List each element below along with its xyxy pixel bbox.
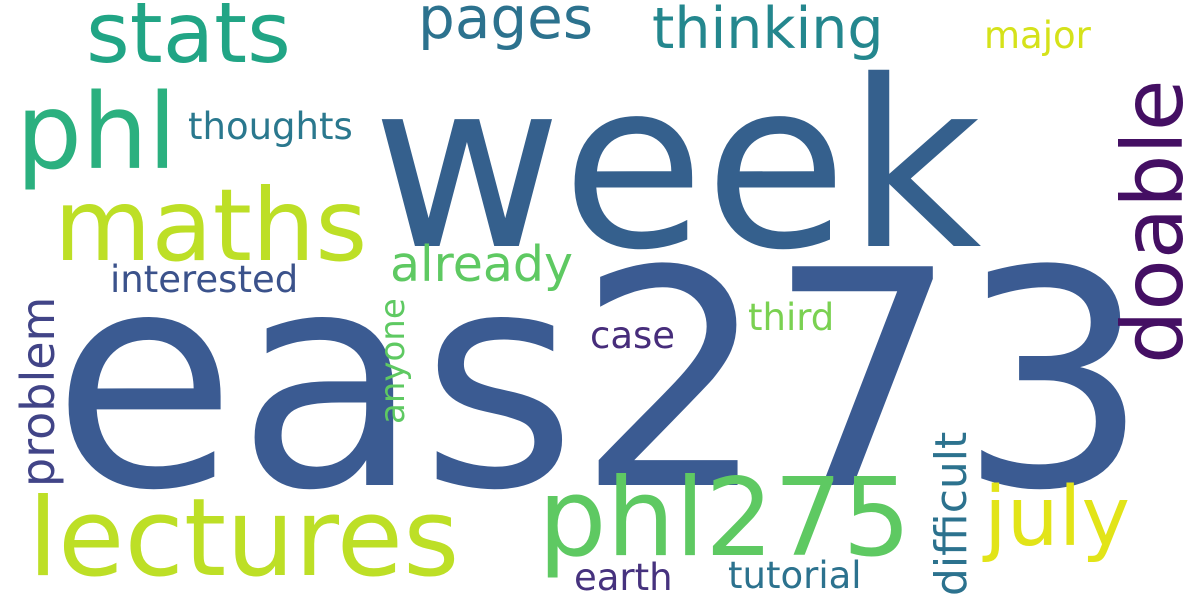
word-third: third <box>748 296 834 339</box>
word-thinking: thinking <box>652 0 884 62</box>
word-earth: earth <box>574 556 673 599</box>
word-thoughts: thoughts <box>188 105 353 148</box>
word-problem: problem <box>11 297 65 487</box>
word-lectures: lectures <box>28 476 459 600</box>
word-difficult: difficult <box>926 432 977 596</box>
word-case: case <box>590 314 675 357</box>
word-anyone: anyone <box>373 298 413 424</box>
word-week: week <box>372 31 982 301</box>
word-stats: stats <box>86 0 291 82</box>
word-major: major <box>984 14 1092 57</box>
word-pages: pages <box>418 0 593 52</box>
word-maths: maths <box>54 167 367 284</box>
word-tutorial: tutorial <box>728 554 862 597</box>
word-phl275: phl275 <box>538 456 911 581</box>
word-july: july <box>982 470 1130 565</box>
word-eas273: eas273 <box>52 207 1149 556</box>
word-interested: interested <box>110 258 298 301</box>
word-already: already <box>390 236 573 293</box>
word-doable: doable <box>1104 79 1200 364</box>
word-phl: phl <box>16 71 177 193</box>
